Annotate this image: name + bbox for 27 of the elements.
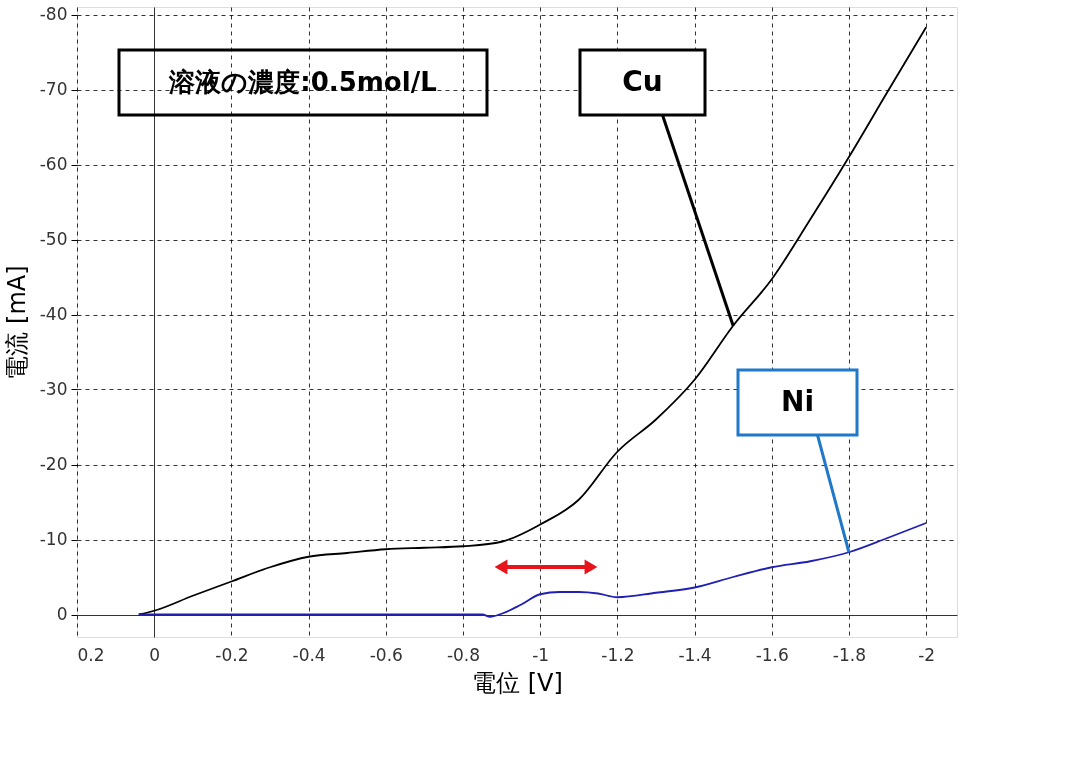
x-tick-label: -1.4 <box>678 644 712 665</box>
x-tick-label: -1 <box>532 644 550 665</box>
text: Cu <box>622 64 663 98</box>
y-tick-label: -30 <box>39 379 68 399</box>
x-tick-label: -1.8 <box>832 644 867 665</box>
annotation: 溶液の濃度:0.5mol/L <box>168 67 437 97</box>
y-tick-label: -50 <box>39 229 68 249</box>
x-tick-label: -0.2 <box>215 644 249 665</box>
text: Ni <box>780 384 815 418</box>
x-tick-label: -2 <box>918 644 936 665</box>
x-tick-label: -0.4 <box>292 644 326 665</box>
y-axis-title: 電流 [mA] <box>2 265 31 380</box>
x-tick-label: -1.2 <box>601 644 635 665</box>
x-tick-label: -0.8 <box>446 644 481 665</box>
y-tick-label: -80 <box>39 4 68 24</box>
x-tick-label: -1.6 <box>755 644 789 665</box>
x-tick-label: 0 <box>149 644 161 665</box>
y-tick-label: -10 <box>39 529 68 549</box>
x-axis-title: 電位 [V] <box>472 668 563 697</box>
y-tick-label: 0 <box>56 604 68 624</box>
x-tick-label: -0.6 <box>369 644 403 665</box>
x-tick-label: 0.2 <box>77 644 105 665</box>
y-tick-label: -40 <box>39 304 68 324</box>
y-tick-label: -20 <box>39 454 68 474</box>
y-tick-label: -70 <box>39 79 68 99</box>
y-tick-label: -60 <box>39 154 68 174</box>
line-series <box>137 522 928 618</box>
